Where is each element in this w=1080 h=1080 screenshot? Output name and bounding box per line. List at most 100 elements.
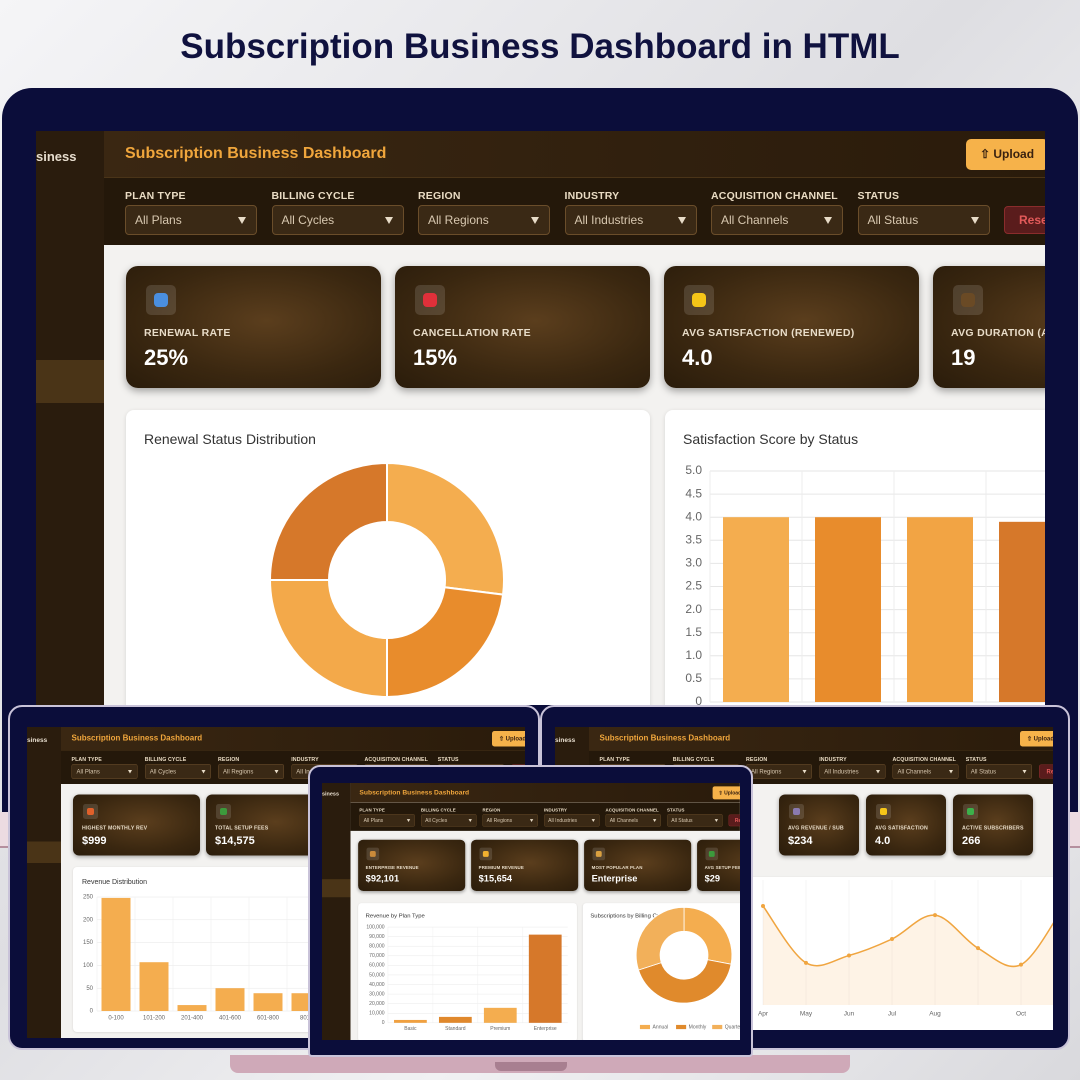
line-point xyxy=(761,904,765,908)
dashboard-title: Subscription Business Dashboard xyxy=(359,788,470,797)
filter-select[interactable]: All Status xyxy=(857,205,990,235)
y-tick-label: 250 xyxy=(83,895,94,901)
kpi-icon-glyph xyxy=(423,293,437,307)
filter-select[interactable]: All Plans xyxy=(71,764,138,779)
kpi-label: ENTERPRISE REVENUE xyxy=(365,865,419,871)
kpi-label: CANCELLATION RATE xyxy=(413,327,531,339)
chart-title: Renewal Status Distribution xyxy=(144,431,316,447)
sidebar: siness xyxy=(36,131,104,705)
chart xyxy=(268,461,505,699)
x-tick-label: May xyxy=(800,1011,813,1018)
filter-select[interactable]: All Regions xyxy=(482,814,538,827)
kpi-label: RENEWAL RATE xyxy=(144,327,231,339)
legend-label: Monthly xyxy=(689,1024,707,1030)
chart-card: Revenue by Plan Type 0 10,000 20,000 30,000 4… xyxy=(358,903,577,1040)
line-point xyxy=(976,946,980,951)
filter-select[interactable]: All Cycles xyxy=(144,764,211,779)
donut-segment xyxy=(268,579,388,699)
chart-card: Satisfaction Score by Status 0 0.5 1.0 1.5 2.… xyxy=(665,410,1045,705)
kpi-icon xyxy=(592,847,606,861)
chart-title: Revenue Distribution xyxy=(82,877,147,886)
upload-button[interactable]: ⇧ Upload xyxy=(1020,731,1053,747)
filter-select[interactable]: All Regions xyxy=(418,205,550,235)
topbar: Subscription Business Dashboard ⇧ Upload xyxy=(589,727,1053,751)
x-tick-label: Enterprise xyxy=(534,1026,557,1032)
filter-label: INDUSTRY xyxy=(543,807,568,813)
upload-button[interactable]: ⇧ Upload xyxy=(966,139,1045,170)
y-tick-label: 0 xyxy=(90,1009,94,1015)
filter-select[interactable]: All Channels xyxy=(892,764,959,779)
y-tick-label: 50 xyxy=(86,986,93,992)
sidebar-brand: siness xyxy=(322,790,340,797)
x-tick-label: Oct xyxy=(1016,1011,1026,1018)
y-tick-label: 1.5 xyxy=(685,625,702,639)
kpi-value: 19 xyxy=(951,345,976,370)
bar xyxy=(483,1007,517,1023)
filter-select[interactable]: All Plans xyxy=(125,205,257,235)
kpi-icon xyxy=(146,285,176,315)
chart: 0 50 100 150 200 250 0-100 101-200 201-400 401-60… xyxy=(83,895,325,1022)
bar xyxy=(907,517,973,702)
donut-segment xyxy=(386,586,505,699)
kpi-icon xyxy=(963,804,978,819)
kpi-value: 4.0 xyxy=(682,345,713,370)
sidebar-active-item[interactable] xyxy=(322,879,351,898)
x-tick-label: Apr xyxy=(758,1011,769,1018)
donut-segment xyxy=(635,906,685,971)
filter-label: INDUSTRY xyxy=(291,756,319,763)
y-tick-label: 10,000 xyxy=(369,1011,385,1017)
filter-select[interactable]: All Cycles xyxy=(271,205,404,235)
kpi-icon-glyph xyxy=(154,293,168,307)
kpi-label: MOST POPULAR PLAN xyxy=(591,865,643,871)
filter-select[interactable]: All Status xyxy=(965,764,1032,779)
legend-swatch xyxy=(639,1024,651,1030)
bar xyxy=(101,897,131,1011)
y-tick-label: 30,000 xyxy=(369,991,385,997)
sidebar-active-item[interactable] xyxy=(36,360,104,403)
x-tick-label: Jul xyxy=(888,1011,897,1018)
filter-select[interactable]: All Regions xyxy=(218,764,284,779)
filter-select[interactable]: All Industries xyxy=(564,205,697,235)
kpi-icon-glyph xyxy=(595,851,602,857)
reset-button[interactable]: Rese xyxy=(1004,206,1045,234)
reset-button[interactable]: Rese xyxy=(728,814,740,827)
filter-select[interactable]: All Channels xyxy=(711,205,843,235)
line-point xyxy=(847,953,851,958)
x-tick-label: Premium xyxy=(490,1026,510,1032)
filter-select[interactable]: All Plans xyxy=(359,814,415,827)
dashboard-title: Subscription Business Dashboard xyxy=(125,145,387,162)
kpi-value: 25% xyxy=(144,345,189,370)
legend-swatch xyxy=(676,1024,687,1030)
filter-label: REGION xyxy=(482,807,501,813)
filter-select[interactable]: All Industries xyxy=(819,764,886,779)
y-tick-label: 80,000 xyxy=(369,944,385,950)
y-tick-label: 200 xyxy=(83,917,94,923)
topbar: Subscription Business Dashboard ⇧ Upload xyxy=(104,131,1045,178)
y-tick-label: 4.0 xyxy=(685,509,702,523)
topbar: Subscription Business Dashboard ⇧ Upload xyxy=(61,727,525,751)
reset-button[interactable]: Rese xyxy=(1039,764,1053,779)
upload-button[interactable]: ⇧ Upload xyxy=(492,731,525,747)
kpi-card: MOST POPULAR PLAN Enterprise xyxy=(584,839,692,891)
filter-label: BILLING CYCLE xyxy=(271,190,355,202)
filter-select[interactable]: All Regions xyxy=(746,764,812,779)
kpi-label: AVG SATISFACTION xyxy=(875,825,928,831)
donut-segment xyxy=(683,906,733,965)
filter-select[interactable]: All Channels xyxy=(605,814,661,827)
donut-segment xyxy=(637,959,732,1004)
kpi-card: RENEWAL RATE 25% xyxy=(126,266,381,388)
chart-title: Satisfaction Score by Status xyxy=(683,431,859,447)
y-tick-label: 5.0 xyxy=(685,463,702,477)
filter-select[interactable]: All Industries xyxy=(543,814,600,827)
kpi-icon-glyph xyxy=(692,293,706,307)
upload-button[interactable]: ⇧ Upload xyxy=(712,786,740,800)
sidebar-active-item[interactable] xyxy=(27,841,61,863)
kpi-icon xyxy=(876,804,891,819)
filter-select[interactable]: All Status xyxy=(667,814,723,827)
sidebar: siness xyxy=(27,727,61,1038)
kpi-card: AVG DURATION (A 19 xyxy=(933,266,1045,388)
x-tick-label: Jun xyxy=(844,1011,855,1018)
filter-select[interactable]: All Cycles xyxy=(420,814,477,827)
kpi-value: 4.0 xyxy=(875,834,891,847)
legend-label: Annual xyxy=(653,1024,669,1030)
